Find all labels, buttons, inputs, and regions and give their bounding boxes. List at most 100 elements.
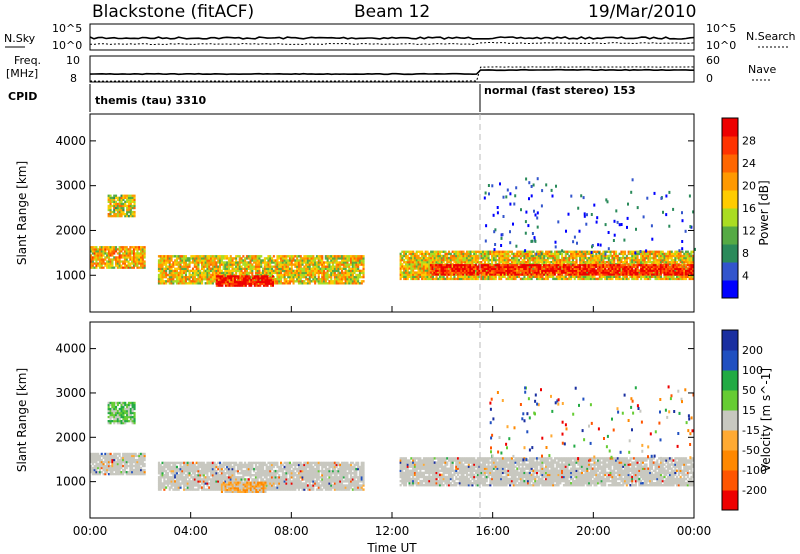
scatter-cell-4 — [604, 275, 607, 278]
scatter-cell-5 — [616, 264, 619, 267]
scatter-cell-2 — [301, 259, 304, 262]
noise-point — [554, 240, 557, 244]
scatter-cell-2 — [330, 269, 333, 273]
scatter-cell-2 — [341, 280, 344, 283]
scatter-cell-4 — [668, 250, 671, 253]
scatter-cell-2 — [351, 269, 354, 273]
scatter-cell-4 — [404, 271, 407, 274]
scatter-cell-4 — [433, 258, 436, 262]
scatter-cell-2 — [157, 259, 160, 262]
scatter-cell-5 — [568, 265, 571, 269]
scatter-cell-4 — [690, 250, 693, 253]
scatter-cell-5 — [584, 267, 587, 270]
scatter-cell-2 — [210, 263, 213, 266]
scatter-cell-0 — [138, 262, 141, 265]
scatter-cell-3 — [224, 277, 227, 280]
scatter-cell-1 — [115, 194, 118, 197]
scatter-cell-2 — [288, 269, 291, 273]
scatter-cell-5 — [462, 264, 465, 267]
noise-point — [694, 247, 696, 251]
scatter-cell-4 — [534, 258, 537, 262]
scatter-cell-2 — [260, 271, 263, 275]
scatter-cell-4 — [458, 277, 461, 281]
scatter-cell-4 — [527, 254, 530, 258]
noise-point — [615, 209, 618, 213]
scatter-cell-3 — [233, 282, 236, 285]
scatter-cell-5 — [647, 264, 650, 267]
scatter-cell-4 — [475, 256, 478, 260]
scatter-cell-0 — [102, 266, 105, 269]
scatter-cell-2 — [249, 267, 252, 270]
scatter-cell-5 — [487, 264, 490, 267]
scatter-cell-4 — [631, 258, 634, 262]
scatter-cell-4 — [449, 256, 452, 260]
scatter-cell-2 — [310, 257, 313, 260]
scatter-cell-2 — [306, 265, 309, 268]
scatter-cell-2 — [238, 271, 241, 275]
scatter-cell-1 — [116, 215, 119, 218]
scatter-cell-5 — [645, 267, 648, 270]
scatter-cell-2 — [211, 265, 214, 268]
scatter-cell-2 — [332, 271, 335, 275]
scatter-cell-5 — [625, 269, 628, 272]
scatter-cell-4 — [413, 261, 416, 264]
scatter-cell-2 — [314, 269, 317, 273]
scatter-cell-2 — [197, 263, 200, 266]
scatter-cell-4 — [419, 267, 422, 270]
scatter-cell-4 — [546, 277, 549, 281]
scatter-cell-0 — [140, 260, 143, 263]
scatter-cell-4 — [440, 258, 443, 262]
scatter-cell-4 — [437, 256, 440, 260]
scatter-cell-4 — [435, 252, 438, 256]
scatter-cell-5 — [492, 265, 495, 269]
scatter-cell-4 — [616, 261, 619, 264]
scatter-cell-4 — [403, 271, 406, 274]
scatter-cell-5 — [546, 271, 549, 274]
scatter-cell-3 — [237, 277, 240, 280]
scatter-cell-4 — [636, 261, 639, 264]
scatter-cell-5 — [688, 264, 691, 267]
scatter-cell-1 — [120, 204, 123, 208]
scatter-cell-0 — [100, 256, 103, 259]
scatter-cell-0 — [95, 256, 98, 259]
scatter-cell-4 — [487, 273, 490, 276]
scatter-cell-2 — [227, 263, 230, 266]
scatter-cell-2 — [211, 282, 214, 285]
scatter-cell-5 — [496, 273, 499, 276]
scatter-cell-2 — [326, 261, 329, 264]
scatter-cell-5 — [677, 265, 680, 269]
scatter-cell-5 — [665, 265, 668, 269]
scatter-cell-4 — [417, 275, 420, 278]
scatter-cell-5 — [613, 265, 616, 269]
scatter-cell-4 — [480, 275, 483, 278]
scatter-cell-2 — [175, 282, 178, 285]
scatter-cell-2 — [177, 267, 180, 270]
scatter-cell-0 — [143, 254, 146, 257]
scatter-cell-2 — [245, 273, 248, 277]
scatter-cell-2 — [224, 261, 227, 264]
scatter-cell-4 — [457, 258, 460, 262]
scatter-cell-4 — [622, 261, 625, 264]
scatter-cell-4 — [611, 250, 614, 253]
scatter-cell-4 — [519, 261, 522, 264]
scatter-cell-5 — [618, 273, 621, 276]
scatter-cell-5 — [654, 271, 657, 274]
scatter-cell-0 — [129, 252, 132, 255]
scatter-cell-5 — [652, 265, 655, 269]
scatter-cell-5 — [487, 265, 490, 269]
scatter-cell-2 — [294, 255, 297, 258]
scatter-cell-5 — [690, 273, 693, 276]
noise-point — [541, 189, 544, 193]
scatter-cell-2 — [326, 273, 329, 277]
scatter-cell-4 — [616, 275, 619, 278]
scatter-cell-3 — [224, 279, 227, 282]
scatter-cell-5 — [433, 271, 436, 274]
scatter-cell-3 — [261, 277, 264, 280]
scatter-cell-2 — [281, 282, 284, 285]
scatter-cell-0 — [123, 252, 126, 255]
scatter-cell-0 — [91, 264, 94, 267]
scatter-cell-2 — [278, 267, 281, 270]
scatter-cell-5 — [480, 273, 483, 276]
scatter-cell-2 — [175, 269, 178, 273]
scatter-cell-4 — [410, 263, 413, 266]
